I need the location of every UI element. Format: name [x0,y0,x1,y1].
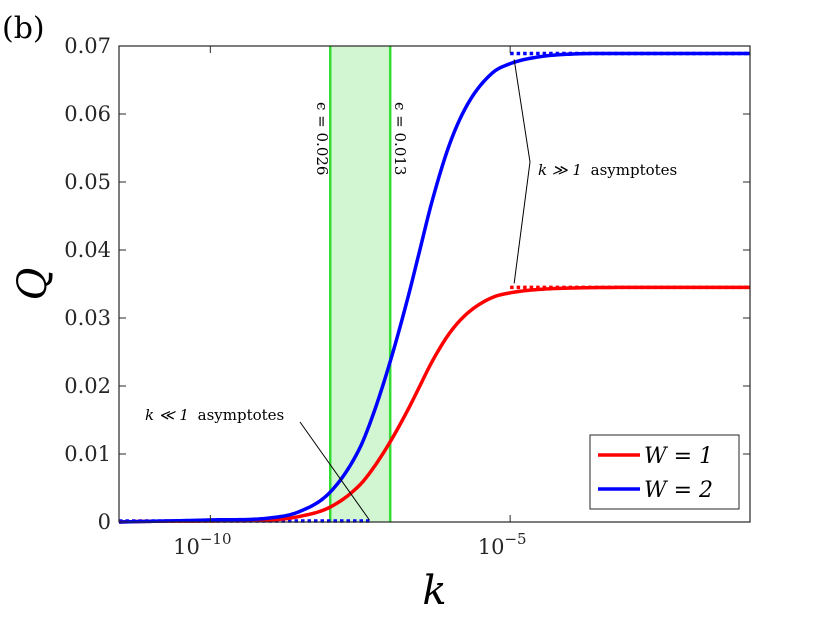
x-tick-exponent: −10 [200,530,232,548]
y-tick-label: 0.04 [64,238,111,262]
series-layer [118,51,750,524]
annotation-small-k-label: asymptotes [198,406,285,424]
legend-label: W = 2 [644,478,713,503]
annotation-large-k-text: k ≫ 1 asymptotes [538,161,677,179]
axes-frame [118,45,751,523]
annotation-small-k-prefix: k ≪ 1 [145,406,189,424]
annotation-small-k-text: k ≪ 1 asymptotes [145,406,284,424]
annotation-large-k: k ≫ 1 asymptotes [513,59,677,284]
x-tick-base: 10 [478,535,505,559]
y-axis-label: Q [10,268,56,301]
y-tick-label: 0 [98,510,111,534]
annotation-large-k-label: asymptotes [591,161,678,179]
x-tick-exponent: −5 [504,530,526,548]
panel-label: (b) [2,11,45,46]
series-line [118,51,750,524]
x-axis-label: k [422,568,446,614]
annotation-large-k-prefix: k ≫ 1 [538,161,582,179]
y-tick-label: 0.02 [64,374,111,398]
legend-label: W = 1 [644,444,713,469]
y-tick-label: 0.07 [64,34,111,58]
x-tick-base: 10 [173,535,200,559]
band-left-label: ϵ = 0.026 [313,102,331,175]
band-fill [330,46,391,522]
band-right-label: ϵ = 0.013 [391,102,409,175]
y-tick-label: 0.05 [64,170,111,194]
legend: W = 1 W = 2 [589,434,740,510]
y-tick-label: 0.06 [64,102,111,126]
annotation-small-k-leader [299,421,370,521]
y-tick-label: 0.03 [64,306,111,330]
y-tick-label: 0.01 [64,442,111,466]
legend-box [589,434,740,510]
x-tick-label: 10−10 [173,530,231,559]
annotation-large-k-leader [513,59,531,284]
x-tick-label: 10−5 [478,530,527,559]
annotation-small-k: k ≪ 1 asymptotes [145,406,370,521]
epsilon-band: ϵ = 0.026 ϵ = 0.013 [313,46,409,522]
